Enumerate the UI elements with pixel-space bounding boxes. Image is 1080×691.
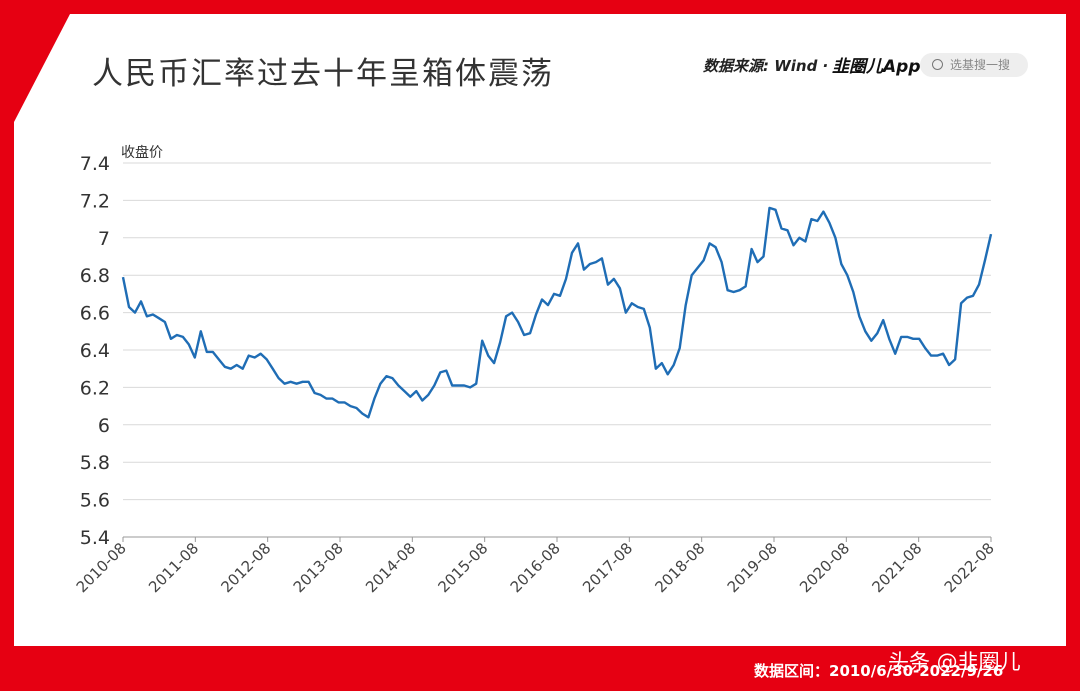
search-placeholder: 选基搜一搜 [950, 58, 1011, 72]
y-tick-label: 7.2 [80, 190, 110, 212]
x-tick-label: 2017-08 [579, 539, 636, 596]
data-range: 数据区间：2010/6/30-2022/9/26 [754, 662, 1004, 680]
x-tick-label: 2018-08 [651, 539, 708, 596]
y-tick-label: 6.2 [80, 377, 110, 399]
x-tick-label: 2021-08 [868, 539, 925, 596]
search-input[interactable]: 选基搜一搜 [920, 53, 1028, 77]
x-tick-label: 2019-08 [724, 539, 781, 596]
y-tick-label: 7.4 [80, 153, 110, 175]
y-axis-label: 收盘价 [121, 145, 163, 161]
watermark: 头条 @韭圈儿 [888, 650, 1021, 674]
x-tick-label: 2020-08 [796, 539, 853, 596]
x-tick-label: 2015-08 [434, 539, 491, 596]
y-tick-label: 5.8 [80, 452, 110, 474]
x-tick-label: 2014-08 [362, 539, 419, 596]
x-tick-label: 2012-08 [217, 539, 274, 596]
y-tick-label: 6.8 [80, 265, 110, 287]
y-tick-label: 6.4 [80, 340, 110, 362]
y-tick-label: 7 [98, 228, 110, 250]
x-tick-label: 2016-08 [507, 539, 564, 596]
x-tick-label: 2013-08 [290, 539, 347, 596]
page-title: 人民币汇率过去十年呈箱体震荡 [92, 56, 554, 92]
corner-accent [14, 14, 70, 122]
y-tick-label: 6.6 [80, 303, 110, 325]
chart-card [14, 14, 1066, 646]
y-tick-label: 6 [98, 415, 110, 437]
series-line [121, 206, 993, 419]
y-tick-label: 5.4 [80, 527, 110, 549]
app-logo: 韭圈儿App [832, 57, 921, 77]
x-tick-label: 2011-08 [145, 539, 202, 596]
data-source: 数据来源: Wind · [703, 57, 829, 75]
search-icon [932, 59, 943, 70]
y-tick-label: 5.6 [80, 490, 110, 512]
x-tick-label: 2022-08 [941, 539, 998, 596]
